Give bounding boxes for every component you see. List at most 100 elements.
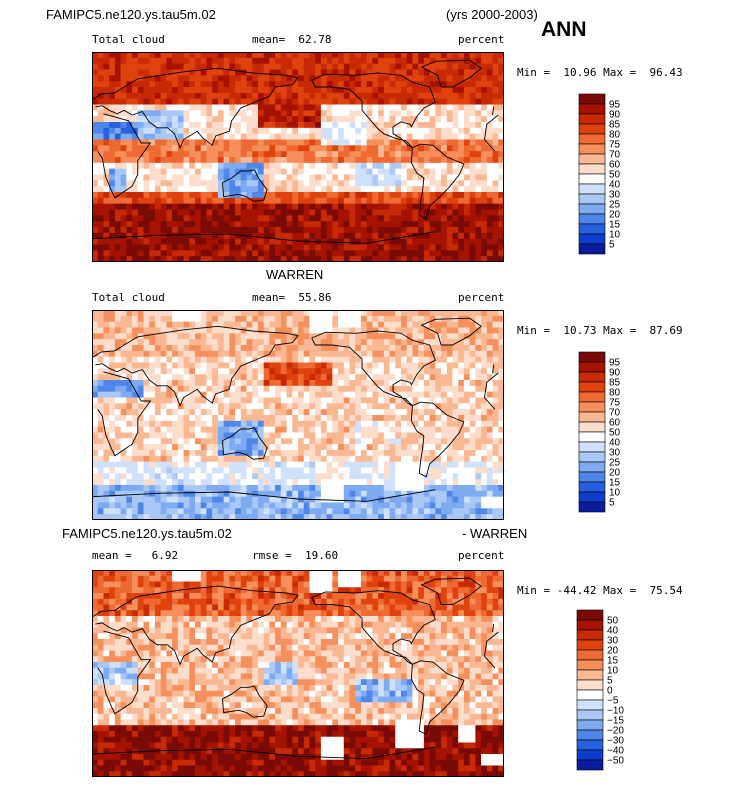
colorbar1-swatch xyxy=(578,213,606,225)
colorbar1-swatch xyxy=(578,183,606,195)
colorbar2-swatch xyxy=(578,471,606,483)
colorbar1-swatch xyxy=(578,143,606,155)
panel3-units: percent xyxy=(458,549,505,562)
map-panel-model xyxy=(92,52,504,262)
colorbar1-tick-label: 85 xyxy=(609,120,621,131)
colorbar2-tick-label: 15 xyxy=(609,478,621,489)
colorbar1-swatch xyxy=(578,113,606,125)
colorbar3-tick-label: 40 xyxy=(607,626,619,637)
colorbar3-swatch xyxy=(576,759,604,771)
colorbar3-swatch xyxy=(576,619,604,631)
colorbar2-swatch xyxy=(578,401,606,413)
colorbar1-swatch xyxy=(578,123,606,135)
colorbar2-swatch xyxy=(578,381,606,393)
colorbar1-tick-label: 70 xyxy=(609,150,621,161)
field-cells xyxy=(92,570,504,777)
colorbar2-tick-label: 60 xyxy=(609,418,621,429)
colorbar1-tick-label: 15 xyxy=(609,220,621,231)
colorbar2-swatch xyxy=(578,441,606,453)
colorbar1-swatch xyxy=(578,103,606,115)
colorbar3-swatch xyxy=(576,719,604,731)
colorbar1-swatch xyxy=(578,193,606,205)
field-cells xyxy=(92,52,504,262)
colorbar2-tick-label: 70 xyxy=(609,408,621,419)
colorbar3-tick-label: 50 xyxy=(607,616,619,627)
panel2-mean: mean= 55.86 xyxy=(252,291,332,304)
colorbar3-tick-label: 15 xyxy=(607,656,619,667)
colorbar3-swatch xyxy=(576,649,604,661)
panel3-minmax: Min = -44.42 Max = 75.54 xyxy=(517,584,683,597)
colorbar1-tick-label: 10 xyxy=(609,230,621,241)
colorbar2-tick-label: 20 xyxy=(609,468,621,479)
panel1-mean: mean= 62.78 xyxy=(252,33,332,46)
colorbar2-swatch xyxy=(578,391,606,403)
colorbar3-tick-label: 10 xyxy=(607,666,619,677)
colorbar1-tick-label: 5 xyxy=(609,240,615,251)
panel1-units: percent xyxy=(458,33,505,46)
colorbar3-swatch xyxy=(576,689,604,701)
colorbar1-swatch xyxy=(578,223,606,235)
map-panel-warren xyxy=(92,310,504,520)
colorbar1-swatch xyxy=(578,243,606,255)
colorbar3-swatch xyxy=(576,669,604,681)
colorbar3-tick-label: 5 xyxy=(607,676,613,687)
colorbar3-tick-label: 20 xyxy=(607,646,619,657)
panel3-mean: mean = 6.92 xyxy=(92,549,179,562)
panel2-units: percent xyxy=(458,291,505,304)
colorbar1-swatch xyxy=(578,233,606,245)
colorbar2-swatch xyxy=(578,501,606,513)
colorbar1-tick-label: 75 xyxy=(609,140,621,151)
colorbar2-swatch xyxy=(578,451,606,463)
colorbar1-swatch xyxy=(578,93,606,105)
panel3-title-left: FAMIPC5.ne120.ys.tau5m.02 xyxy=(62,526,232,541)
colorbar3-swatch xyxy=(576,679,604,691)
panel2-minmax: Min = 10.73 Max = 87.69 xyxy=(517,324,683,337)
colorbar1-swatch xyxy=(578,133,606,145)
colorbar3-swatch xyxy=(576,659,604,671)
panel2-title: WARREN xyxy=(266,267,324,282)
panel2-variable: Total cloud xyxy=(92,291,165,304)
colorbar1-tick-label: 50 xyxy=(609,170,621,181)
map-frame xyxy=(92,310,504,520)
map-frame xyxy=(92,52,504,262)
colorbar1-tick-label: 20 xyxy=(609,210,621,221)
colorbar3-swatch xyxy=(576,699,604,711)
colorbar2-tick-label: 95 xyxy=(609,358,621,369)
colorbar1-tick-label: 40 xyxy=(609,180,621,191)
coastlines xyxy=(92,317,499,502)
colorbar2-tick-label: 25 xyxy=(609,458,621,469)
colorbar2-tick-label: 40 xyxy=(609,438,621,449)
colorbar2-swatch xyxy=(578,481,606,493)
colorbar1-tick-label: 95 xyxy=(609,100,621,111)
colorbar2-tick-label: 10 xyxy=(609,488,621,499)
map-panel-difference xyxy=(92,570,504,777)
colorbar2-swatch xyxy=(578,461,606,473)
panel1-minmax: Min = 10.96 Max = 96.43 xyxy=(517,66,683,79)
colorbar3-tick-label: −40 xyxy=(607,746,624,757)
colorbar3-tick-label: 0 xyxy=(607,686,613,697)
colorbar1-tick-label: 60 xyxy=(609,160,621,171)
colorbar1-swatch xyxy=(578,153,606,165)
colorbar1-swatch xyxy=(578,203,606,215)
colorbar2-swatch xyxy=(578,371,606,383)
panel3-title-right: - WARREN xyxy=(462,526,528,541)
map-frame xyxy=(92,570,504,777)
years-label: (yrs 2000-2003) xyxy=(446,7,538,22)
colorbar1-tick-label: 90 xyxy=(609,110,621,121)
colorbar3-tick-label: −10 xyxy=(607,706,624,717)
colorbar2-tick-label: 75 xyxy=(609,398,621,409)
colorbar3-swatch xyxy=(576,609,604,621)
field-cells xyxy=(92,310,504,520)
colorbar3-tick-label: −15 xyxy=(607,716,624,727)
colorbar2-tick-label: 80 xyxy=(609,388,621,399)
colorbar3-tick-label: −20 xyxy=(607,726,624,737)
colorbar1-tick-label: 25 xyxy=(609,200,621,211)
colorbar2-tick-label: 85 xyxy=(609,378,621,389)
colorbar1-tick-label: 80 xyxy=(609,130,621,141)
colorbar2-tick-label: 90 xyxy=(609,368,621,379)
colorbar3-swatch xyxy=(576,739,604,751)
panel1-variable: Total cloud xyxy=(92,33,165,46)
